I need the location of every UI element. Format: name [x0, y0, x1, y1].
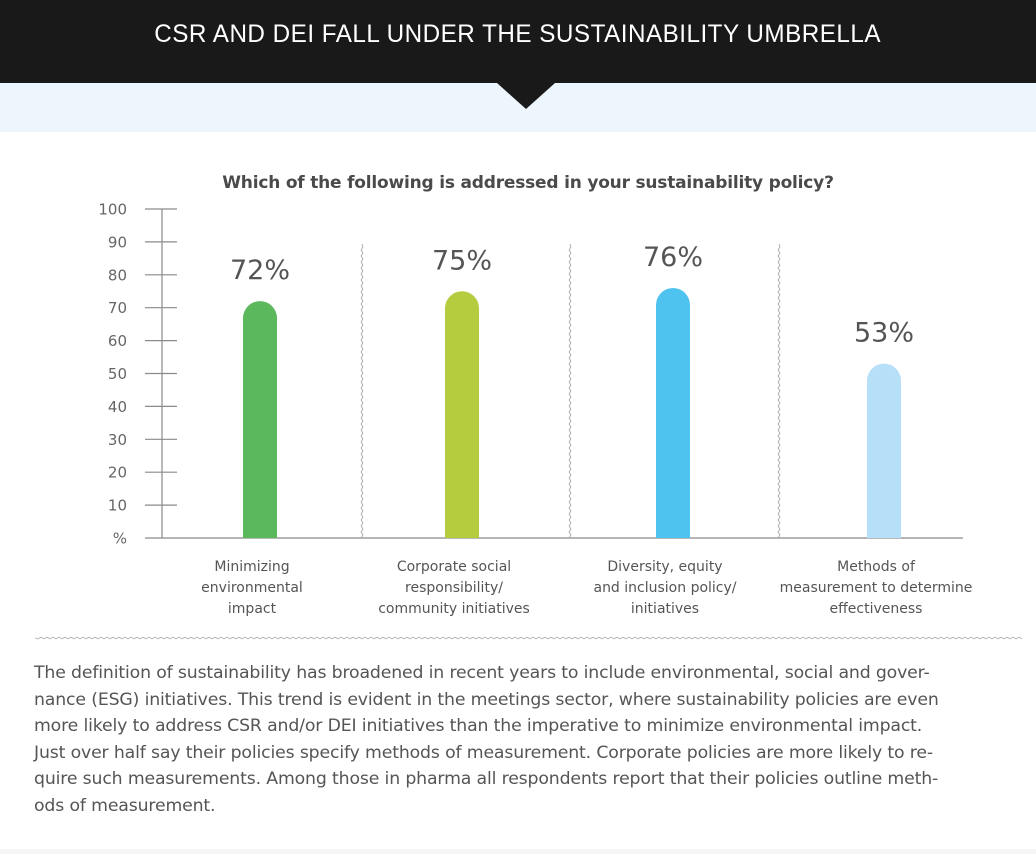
paragraph-line: more likely to address CSR and/or DEI in…	[34, 716, 923, 736]
paragraph-line: nance (ESG) initiatives. This trend is e…	[34, 689, 939, 710]
category-divider	[568, 243, 572, 539]
y-tick-label: 20	[108, 464, 127, 482]
data-label-3: 76%	[643, 242, 703, 273]
x-axis-label-line: effectiveness	[829, 601, 923, 617]
chart-title: Which of the following is addressed in y…	[222, 173, 834, 193]
paragraph-line: quire such measurements. Among those in …	[34, 769, 939, 789]
y-tick-label: 40	[108, 398, 127, 416]
x-axis-label-2: Corporate social responsibility/community…	[349, 557, 559, 620]
x-axis-label-line: community initiatives	[378, 601, 530, 617]
x-axis-label-line: Diversity, equity	[607, 559, 723, 575]
separator-line	[34, 636, 1023, 640]
x-axis-label-line: environmental	[201, 580, 303, 596]
data-labels: 72% 75% 76% 53%	[230, 242, 914, 349]
header-banner: CSR AND DEI FALL UNDER THE SUSTAINABILIT…	[0, 0, 1036, 83]
bar-chart: 10 20 30 40 50 60 70 80 90 100% 72% 75% 76% 53%	[34, 201, 1023, 640]
category-divider	[777, 243, 781, 539]
x-axis-label-line: measurement to determine	[779, 580, 973, 596]
data-label-2: 75%	[432, 245, 492, 276]
paragraph-line: The definition of sustainability has bro…	[34, 663, 930, 683]
category-divider	[360, 243, 364, 539]
x-axis-label-3: Diversity, equity and inclusion policy/in…	[560, 557, 770, 620]
x-axis-label-line: initiatives	[630, 601, 700, 617]
body-paragraph: The definition of sustainability has bro…	[34, 660, 1019, 819]
bar-3	[656, 287, 690, 538]
header-pointer-triangle	[497, 83, 555, 109]
y-tick-label: 70	[108, 299, 127, 317]
data-label-4: 53%	[854, 318, 914, 349]
y-tick-label: 30	[108, 431, 127, 449]
bar-4	[867, 363, 901, 538]
y-tick-label: 10	[108, 497, 127, 515]
x-axis-label-1: Minimizing environmental impact	[147, 557, 357, 620]
x-axis-label-line: and inclusion policy/	[593, 580, 737, 596]
x-axis-label-line: Methods of	[837, 559, 915, 575]
x-axis-label-line: Corporate social	[396, 559, 512, 575]
y-tick-label: 90	[108, 233, 127, 251]
x-axis-label-line: Minimizing	[214, 559, 290, 575]
bars	[243, 287, 901, 538]
paragraph-line: ods of measurement.	[34, 795, 216, 816]
paragraph-line: Just over half say their policies specif…	[34, 742, 933, 763]
bar-1	[243, 301, 277, 538]
wavy-separator	[34, 636, 1023, 640]
category-dividers	[360, 243, 781, 539]
data-label-1: 72%	[230, 255, 290, 286]
y-tick-label: 60	[108, 332, 127, 350]
x-axis-label-4: Methods of measurement to determine effect…	[771, 557, 981, 620]
bar-2	[445, 291, 479, 538]
page-title: CSR AND DEI FALL UNDER THE SUSTAINABILIT…	[154, 20, 882, 48]
x-axis-label-line: responsibility/	[405, 580, 503, 596]
y-tick-label: 50	[108, 365, 127, 383]
y-axis: 10 20 30 40 50 60 70 80 90 100%	[98, 201, 963, 548]
y-tick-label: 100	[98, 201, 127, 219]
x-axis-label-line: impact	[227, 601, 277, 617]
y-tick-label: 80	[108, 266, 127, 284]
bottom-strip	[0, 849, 1036, 854]
y-unit-label: %	[113, 530, 127, 548]
